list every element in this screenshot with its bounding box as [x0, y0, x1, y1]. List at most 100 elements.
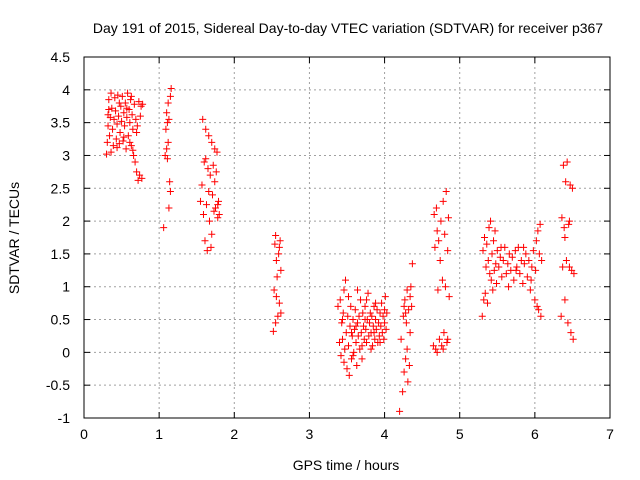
data-point [402, 319, 410, 327]
data-point [340, 358, 348, 366]
data-point [378, 329, 386, 337]
data-point [352, 339, 360, 347]
data-point [274, 312, 282, 320]
data-point [136, 112, 144, 120]
data-point [379, 312, 387, 320]
data-point [138, 174, 146, 182]
data-point [400, 302, 408, 310]
data-point [531, 296, 539, 304]
data-point [166, 178, 174, 186]
data-point [444, 214, 452, 222]
x-tick-label: 6 [531, 426, 539, 442]
data-point [124, 89, 132, 97]
data-point [504, 260, 512, 268]
x-tick-label: 5 [456, 426, 464, 442]
data-point [108, 104, 116, 112]
data-point [205, 188, 213, 196]
data-point [338, 319, 346, 327]
data-point [273, 273, 281, 281]
data-point [272, 256, 280, 264]
data-point [349, 352, 357, 360]
data-point [348, 355, 356, 363]
plot-frame [83, 56, 611, 419]
data-point [349, 316, 357, 324]
data-point [375, 332, 383, 340]
data-point [128, 111, 136, 119]
y-tick-label: 0 [62, 344, 70, 360]
data-point [505, 250, 513, 258]
data-point [114, 91, 122, 99]
data-point [113, 144, 121, 152]
data-point [117, 102, 125, 110]
data-point [105, 106, 113, 114]
x-tick-label: 0 [80, 426, 88, 442]
data-point [167, 85, 175, 93]
data-point [560, 224, 568, 232]
data-point [348, 332, 356, 340]
data-point [527, 276, 535, 284]
data-point [367, 345, 375, 353]
data-point [562, 178, 570, 186]
data-point [405, 306, 413, 314]
data-point [119, 137, 127, 145]
data-point [272, 232, 280, 240]
data-point [133, 128, 141, 136]
data-point [565, 217, 573, 225]
data-point [166, 92, 174, 100]
data-point [210, 207, 218, 215]
data-point [568, 184, 576, 192]
data-point [164, 99, 172, 107]
data-point [369, 342, 377, 350]
data-point [272, 319, 280, 327]
data-point [537, 312, 545, 320]
data-point [370, 302, 378, 310]
data-point [204, 165, 212, 173]
data-point [340, 286, 348, 294]
axis-ticks [83, 56, 611, 419]
data-point [397, 335, 405, 343]
data-point [121, 122, 129, 130]
data-point [277, 309, 285, 317]
data-point [402, 309, 410, 317]
data-point [363, 296, 371, 304]
data-point [435, 237, 443, 245]
data-point [345, 371, 353, 379]
data-point [275, 243, 283, 251]
data-point [164, 138, 172, 146]
data-point [564, 319, 572, 327]
data-point [445, 293, 453, 301]
data-point [487, 276, 495, 284]
data-point [520, 260, 528, 268]
data-point [118, 92, 126, 100]
data-point [432, 204, 440, 212]
data-point [358, 342, 366, 350]
data-point [559, 161, 567, 169]
data-point [438, 342, 446, 350]
data-point [526, 286, 534, 294]
data-point [486, 270, 494, 278]
data-point [275, 299, 283, 307]
data-point [160, 224, 168, 232]
data-point [408, 302, 416, 310]
data-point [103, 138, 111, 146]
data-point [480, 296, 488, 304]
data-point [380, 335, 388, 343]
y-tick-label: 2 [62, 213, 70, 229]
data-point [106, 132, 114, 140]
data-point [354, 286, 362, 294]
data-point [201, 237, 209, 245]
data-point [438, 276, 446, 284]
data-point [535, 250, 543, 258]
data-point [107, 148, 115, 156]
data-point [535, 306, 543, 314]
data-point [351, 306, 359, 314]
data-point [517, 256, 525, 264]
data-point [338, 335, 346, 343]
data-point [510, 276, 518, 284]
data-point [489, 286, 497, 294]
data-point [103, 150, 111, 158]
data-point [522, 250, 530, 258]
y-tick-label: -1 [58, 410, 71, 426]
data-point [372, 299, 380, 307]
